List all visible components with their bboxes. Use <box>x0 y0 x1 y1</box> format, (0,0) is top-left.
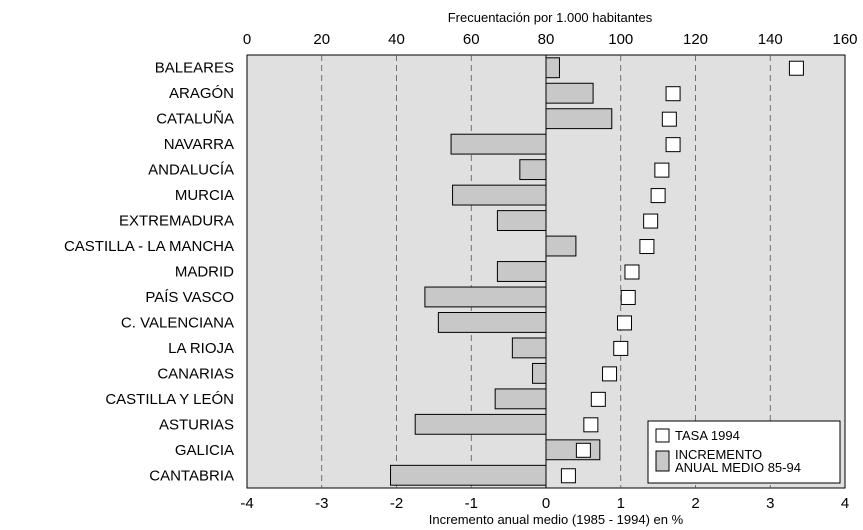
increment-bar <box>545 108 613 130</box>
top-tick-label: 140 <box>758 31 783 48</box>
increment-bar <box>450 133 547 155</box>
legend-label-line: INCREMENTO <box>675 447 762 462</box>
tasa-marker <box>602 366 618 382</box>
category-label: PAÍS VASCO <box>145 289 234 306</box>
category-label: CATALUÑA <box>156 111 234 128</box>
increment-bar <box>545 57 560 79</box>
bottom-tick-label: 1 <box>617 495 625 512</box>
increment-bar <box>496 261 547 282</box>
category-label: CASTILLA - LA MANCHA <box>64 238 234 255</box>
increment-bar <box>452 184 547 206</box>
category-label: CANARIAS <box>157 365 234 382</box>
tasa-marker <box>661 111 677 127</box>
tasa-marker <box>616 315 632 331</box>
tasa-marker <box>583 417 599 433</box>
increment-bar <box>494 388 547 410</box>
top-tick-label: 60 <box>463 31 480 48</box>
increment-bar <box>545 82 594 104</box>
bottom-tick-label: -3 <box>315 495 328 512</box>
increment-bar <box>437 312 547 333</box>
tasa-marker <box>590 391 606 407</box>
tasa-marker <box>650 188 666 204</box>
category-label: MURCIA <box>175 187 234 204</box>
increment-bar <box>511 337 547 359</box>
increment-bar <box>496 210 547 231</box>
top-tick-label: 100 <box>608 31 633 48</box>
category-label: C. VALENCIANA <box>121 314 234 331</box>
top-axis-title: Frecuentación por 1.000 habitantes <box>448 10 653 25</box>
tasa-marker <box>654 162 670 178</box>
category-label: BALEARES <box>155 60 234 77</box>
category-label: ASTURIAS <box>159 416 234 433</box>
tasa-marker <box>639 239 655 255</box>
category-label: LA RIOJA <box>168 340 234 357</box>
increment-bar <box>390 464 547 486</box>
legend-marker-tasa <box>655 428 670 443</box>
category-label: CASTILLA Y LEÓN <box>105 391 234 408</box>
bottom-axis-title: Incremento anual medio (1985 - 1994) en … <box>429 512 684 527</box>
increment-bar <box>545 235 577 257</box>
tasa-marker <box>643 213 659 229</box>
category-label: ARAGÓN <box>169 85 234 102</box>
category-label: NAVARRA <box>164 136 234 153</box>
increment-bar <box>532 362 547 384</box>
increment-bar <box>424 286 547 308</box>
tasa-marker <box>624 264 640 280</box>
category-label: EXTREMADURA <box>119 213 234 230</box>
bottom-tick-label: 2 <box>691 495 699 512</box>
legend-label-tasa: TASA 1994 <box>675 428 740 443</box>
bottom-axis-ticks: -4 -3 -2 -1 0 1 2 3 4 <box>240 495 849 512</box>
category-labels: BALEARES ARAGÓN CATALUÑA NAVARRA ANDALUCÍA MU… <box>64 60 234 485</box>
bottom-tick-label: -4 <box>240 495 253 512</box>
category-label: GALICIA <box>175 442 234 459</box>
legend-marker-incremento <box>655 450 670 472</box>
top-tick-label: 160 <box>832 31 857 48</box>
legend-box <box>647 420 841 484</box>
top-tick-label: 0 <box>243 31 251 48</box>
legend-label-incremento: INCREMENTO ANUAL MEDIO 85-94 <box>675 447 801 475</box>
tasa-marker <box>575 442 591 458</box>
tasa-marker <box>560 468 576 484</box>
category-label: CANTABRIA <box>149 467 234 484</box>
bottom-tick-label: 3 <box>766 495 774 512</box>
category-label: ANDALUCÍA <box>148 162 234 179</box>
category-label: MADRID <box>175 264 234 281</box>
top-tick-label: 120 <box>683 31 708 48</box>
top-axis-ticks: 0 20 40 60 80 100 120 140 160 <box>243 31 858 48</box>
top-tick-label: 40 <box>388 31 405 48</box>
tasa-marker <box>620 289 636 305</box>
bottom-tick-label: -2 <box>390 495 403 512</box>
increment-bars <box>390 57 613 486</box>
increment-bar <box>545 439 601 461</box>
legend: TASA 1994 INCREMENTO ANUAL MEDIO 85-94 <box>647 420 841 484</box>
increment-bar <box>519 159 547 181</box>
tasa-marker <box>613 340 629 356</box>
top-tick-label: 80 <box>538 31 555 48</box>
legend-label-line: ANUAL MEDIO 85-94 <box>675 460 801 475</box>
bottom-tick-label: -1 <box>465 495 478 512</box>
bottom-tick-label: 0 <box>542 495 550 512</box>
tasa-markers <box>560 60 804 484</box>
increment-bar <box>414 413 547 435</box>
tasa-marker <box>788 60 804 76</box>
bottom-tick-label: 4 <box>841 495 849 512</box>
top-tick-label: 20 <box>313 31 330 48</box>
tasa-marker <box>665 137 681 153</box>
tasa-marker <box>665 86 681 102</box>
